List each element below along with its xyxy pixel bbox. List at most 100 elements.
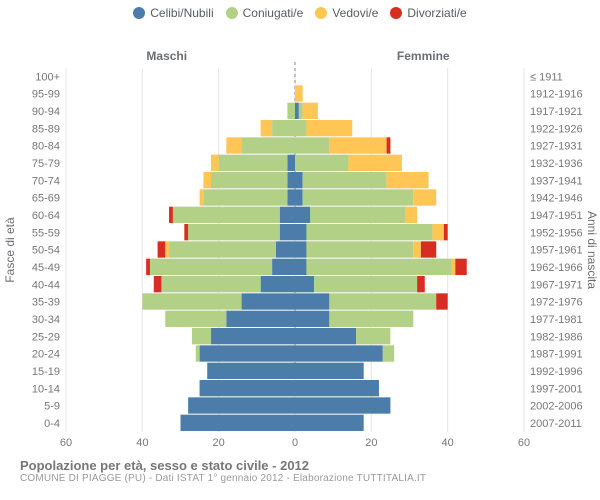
- bar-male: [188, 397, 295, 413]
- bar-male: [188, 224, 280, 240]
- legend-label: Vedovi/e: [332, 6, 378, 20]
- legend-swatch: [315, 7, 327, 19]
- footer: Popolazione per età, sesso e stato civil…: [0, 452, 600, 484]
- bar-female: [314, 276, 417, 292]
- legend-item: Vedovi/e: [315, 6, 378, 20]
- year-label: 1972-1976: [530, 297, 583, 309]
- bar-male: [219, 155, 288, 171]
- legend-label: Divorziati/e: [407, 6, 466, 20]
- bar-male: [181, 415, 296, 431]
- svg-text:Fasce di età: Fasce di età: [3, 217, 17, 283]
- year-label: 1947-1951: [530, 210, 583, 222]
- bar-female: [436, 293, 447, 309]
- year-label: 1977-1981: [530, 314, 583, 326]
- bar-male: [196, 345, 200, 361]
- bar-female: [387, 137, 391, 153]
- bar-female: [295, 103, 299, 119]
- bar-female: [303, 103, 318, 119]
- bar-female: [417, 276, 425, 292]
- bar-male: [226, 311, 295, 327]
- legend-swatch: [226, 7, 238, 19]
- bar-female: [295, 328, 356, 344]
- bar-male: [200, 345, 295, 361]
- bar-male: [287, 103, 295, 119]
- age-label: 85-89: [32, 123, 60, 135]
- year-label: 2007-2011: [530, 418, 582, 430]
- bar-male: [211, 172, 287, 188]
- legend-swatch: [390, 7, 402, 19]
- bar-female: [295, 363, 364, 379]
- bar-male: [142, 293, 241, 309]
- bar-female: [444, 224, 448, 240]
- year-label: ≤ 1911: [530, 71, 563, 83]
- year-label: 1912-1916: [530, 89, 583, 101]
- bar-male: [200, 189, 204, 205]
- bar-female: [295, 207, 310, 223]
- age-label: 75-79: [32, 158, 60, 170]
- bar-male: [150, 259, 272, 275]
- legend-item: Coniugati/e: [226, 6, 304, 20]
- bar-male: [280, 224, 295, 240]
- bar-female: [329, 311, 413, 327]
- bar-male: [287, 172, 295, 188]
- svg-text:20: 20: [213, 437, 225, 449]
- bar-female: [413, 189, 436, 205]
- year-label: 1942-1946: [530, 193, 583, 205]
- age-label: 40-44: [32, 279, 60, 291]
- bar-female: [329, 137, 386, 153]
- bar-male: [184, 224, 188, 240]
- svg-text:20: 20: [365, 437, 377, 449]
- bar-male: [287, 189, 295, 205]
- bar-female: [306, 259, 451, 275]
- svg-text:60: 60: [518, 437, 530, 449]
- chart-subtitle: COMUNE DI PIAGGE (PU) - Dati ISTAT 1° ge…: [20, 473, 590, 484]
- legend-item: Divorziati/e: [390, 6, 466, 20]
- bar-male: [261, 120, 272, 136]
- bar-female: [348, 155, 401, 171]
- bar-male: [287, 155, 295, 171]
- bar-female: [451, 259, 455, 275]
- year-label: 1997-2001: [530, 383, 583, 395]
- legend-item: Celibi/Nubili: [133, 6, 213, 20]
- bar-male: [280, 207, 295, 223]
- bar-female: [383, 345, 394, 361]
- year-label: 1957-1961: [530, 245, 583, 257]
- bar-female: [455, 259, 466, 275]
- bar-female: [295, 189, 303, 205]
- age-label: 25-29: [32, 331, 60, 343]
- age-label: 15-19: [32, 366, 60, 378]
- bar-female: [295, 137, 329, 153]
- bar-female: [295, 311, 329, 327]
- pyramid-chart: 6040200204060MaschiFemmineFasce di etàAn…: [0, 22, 600, 452]
- age-label: 45-49: [32, 262, 60, 274]
- bar-female: [295, 172, 303, 188]
- year-label: 1952-1956: [530, 227, 583, 239]
- bar-female: [295, 397, 390, 413]
- bar-male: [165, 311, 226, 327]
- bar-male: [242, 137, 295, 153]
- bar-female: [295, 293, 329, 309]
- bar-male: [211, 328, 295, 344]
- bar-female: [421, 241, 436, 257]
- bar-female: [387, 172, 429, 188]
- bar-female: [295, 380, 379, 396]
- bar-male: [276, 241, 295, 257]
- bar-male: [192, 328, 211, 344]
- bar-male: [207, 363, 295, 379]
- bar-female: [432, 224, 443, 240]
- svg-text:40: 40: [442, 437, 454, 449]
- age-label: 65-69: [32, 193, 60, 205]
- bar-female: [295, 345, 383, 361]
- bar-female: [329, 293, 436, 309]
- bar-female: [310, 207, 405, 223]
- bar-male: [211, 155, 219, 171]
- bar-male: [242, 293, 295, 309]
- year-label: 1962-1966: [530, 262, 583, 274]
- age-label: 100+: [35, 71, 60, 83]
- year-label: 1937-1941: [530, 175, 583, 187]
- bar-female: [295, 241, 306, 257]
- year-label: 1987-1991: [530, 349, 583, 361]
- svg-text:Anni di nascita: Anni di nascita: [585, 211, 599, 289]
- bar-female: [295, 155, 348, 171]
- bar-female: [303, 189, 414, 205]
